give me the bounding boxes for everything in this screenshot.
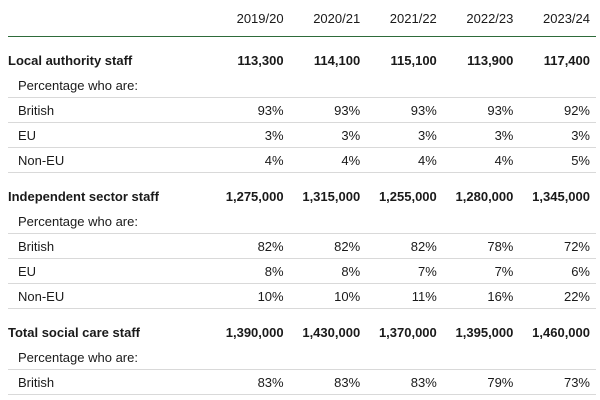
value-cell: 82%: [213, 233, 290, 259]
year-header: 2020/21: [289, 0, 367, 37]
value-cell: 7%: [442, 258, 520, 284]
value-cell: 82%: [366, 233, 443, 259]
table-row: Non-EU 4% 4% 4% 4% 5%: [8, 147, 596, 173]
caption-text: Percentage who are:: [8, 73, 596, 98]
section-total-row: Local authority staff 113,300 114,100 11…: [8, 47, 596, 73]
value-cell: 3%: [289, 122, 367, 148]
table-row: British 82% 82% 82% 78% 72%: [8, 233, 596, 259]
year-header: 2019/20: [213, 0, 290, 37]
section-title: Local authority staff: [8, 52, 133, 68]
total-cell: 117,400: [543, 52, 590, 68]
value-cell: 92%: [519, 97, 596, 123]
total-cell: 1,430,000: [302, 324, 361, 340]
total-cell: 115,100: [390, 52, 437, 68]
total-cell: 1,345,000: [532, 188, 590, 204]
caption-text: Percentage who are:: [8, 345, 596, 370]
row-label: Non-EU: [8, 283, 213, 309]
table-row: EU 8% 8% 7% 7% 6%: [8, 258, 596, 284]
caption-row: Percentage who are:: [8, 73, 596, 98]
section-title: Independent sector staff: [8, 188, 159, 204]
value-cell: 93%: [213, 97, 290, 123]
total-cell: 1,390,000: [225, 324, 284, 340]
value-cell: 6%: [519, 258, 596, 284]
value-cell: 83%: [289, 369, 367, 395]
table-row: British 93% 93% 93% 93% 92%: [8, 97, 596, 123]
value-cell: 3%: [519, 122, 596, 148]
value-cell: 3%: [213, 122, 290, 148]
total-cell: 1,315,000: [302, 188, 361, 204]
value-cell: 79%: [442, 369, 520, 395]
staff-nationality-table: 2019/20 2020/21 2021/22 2022/23 2023/24 …: [8, 0, 596, 395]
header-blank-cell: [8, 0, 213, 37]
row-label: Non-EU: [8, 147, 213, 173]
value-cell: 73%: [519, 369, 596, 395]
value-cell: 7%: [366, 258, 443, 284]
total-cell: 1,280,000: [455, 188, 514, 204]
value-cell: 10%: [213, 283, 290, 309]
total-cell: 1,370,000: [378, 324, 437, 340]
value-cell: 22%: [519, 283, 596, 309]
value-cell: 72%: [519, 233, 596, 259]
total-cell: 113,900: [467, 52, 514, 68]
row-label: EU: [8, 258, 213, 284]
total-cell: 1,460,000: [532, 324, 590, 340]
value-cell: 93%: [289, 97, 367, 123]
value-cell: 4%: [289, 147, 367, 173]
table-row: EU 3% 3% 3% 3% 3%: [8, 122, 596, 148]
row-label: British: [8, 233, 213, 259]
section-total-row: Independent sector staff 1,275,000 1,315…: [8, 183, 596, 209]
year-header: 2023/24: [519, 0, 596, 37]
value-cell: 82%: [289, 233, 367, 259]
row-label: British: [8, 369, 213, 395]
value-cell: 93%: [366, 97, 443, 123]
section-total-row: Total social care staff 1,390,000 1,430,…: [8, 319, 596, 345]
value-cell: 83%: [213, 369, 290, 395]
value-cell: 11%: [366, 283, 443, 309]
total-cell: 1,255,000: [378, 188, 437, 204]
value-cell: 8%: [289, 258, 367, 284]
table-row: British 83% 83% 83% 79% 73%: [8, 369, 596, 395]
value-cell: 93%: [442, 97, 520, 123]
caption-row: Percentage who are:: [8, 345, 596, 370]
row-label: EU: [8, 122, 213, 148]
row-label: British: [8, 97, 213, 123]
header-row: 2019/20 2020/21 2021/22 2022/23 2023/24: [8, 0, 596, 37]
year-header: 2022/23: [442, 0, 520, 37]
value-cell: 3%: [442, 122, 520, 148]
value-cell: 4%: [442, 147, 520, 173]
value-cell: 3%: [366, 122, 443, 148]
caption-text: Percentage who are:: [8, 209, 596, 234]
table-row: Non-EU 10% 10% 11% 16% 22%: [8, 283, 596, 309]
value-cell: 10%: [289, 283, 367, 309]
section-title: Total social care staff: [8, 324, 140, 340]
value-cell: 4%: [213, 147, 290, 173]
total-cell: 1,275,000: [225, 188, 284, 204]
value-cell: 16%: [442, 283, 520, 309]
value-cell: 78%: [442, 233, 520, 259]
total-cell: 114,100: [313, 52, 361, 68]
total-cell: 113,300: [237, 52, 284, 68]
year-header: 2021/22: [366, 0, 443, 37]
total-cell: 1,395,000: [455, 324, 514, 340]
value-cell: 4%: [366, 147, 443, 173]
caption-row: Percentage who are:: [8, 209, 596, 234]
value-cell: 5%: [519, 147, 596, 173]
value-cell: 83%: [366, 369, 443, 395]
value-cell: 8%: [213, 258, 290, 284]
